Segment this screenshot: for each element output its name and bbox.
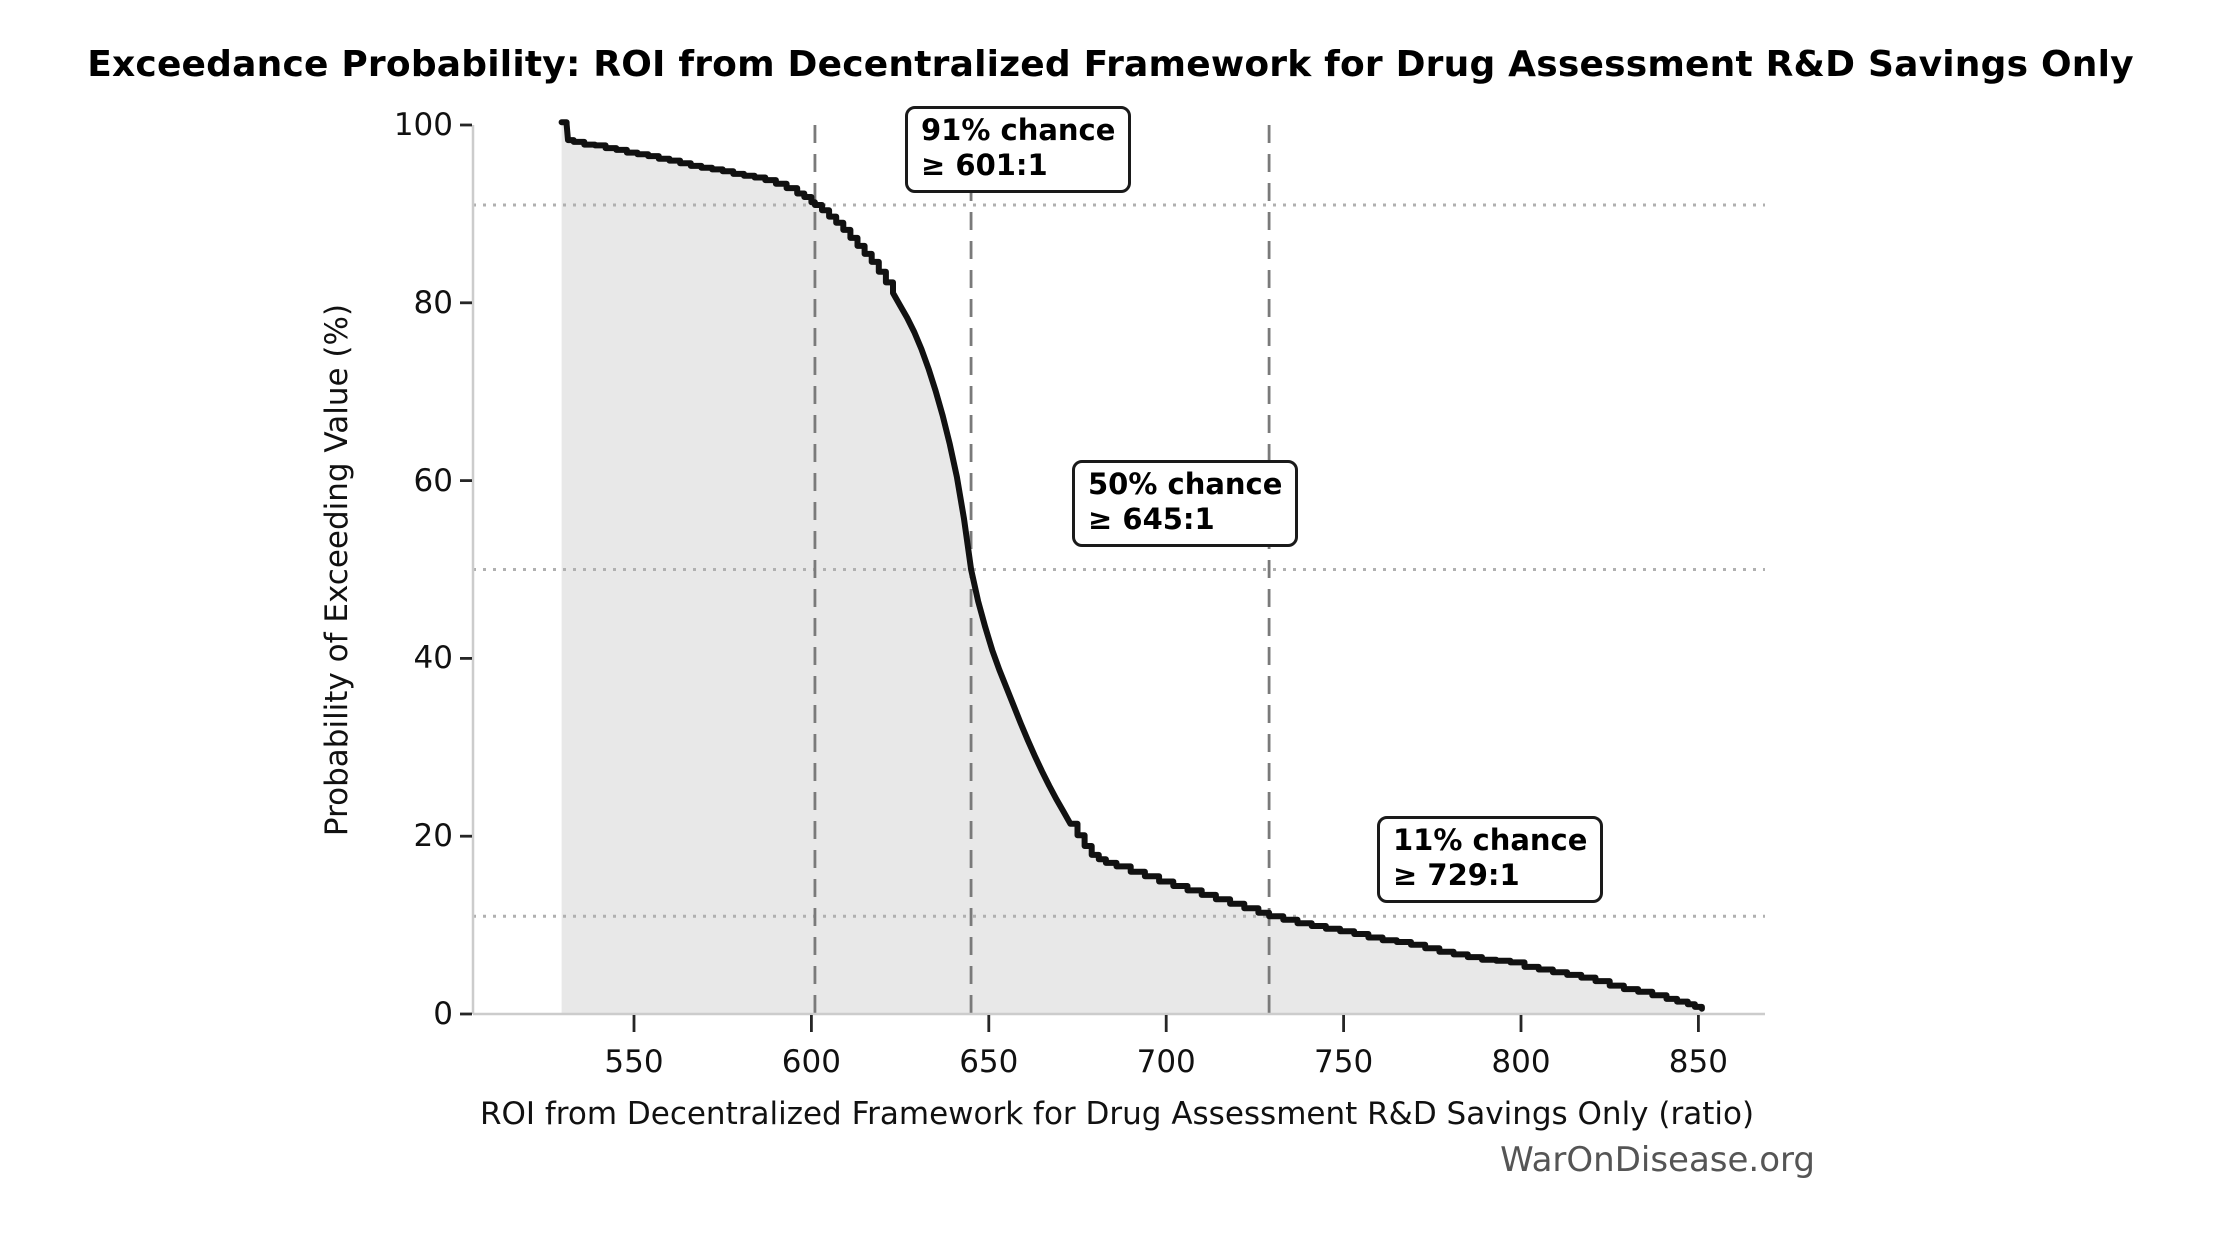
watermark: WarOnDisease.org [1500,1140,1815,1180]
annotation-11-percent-chance: 11% chance ≥ 729:1 [1377,816,1604,903]
y-tick-label: 40 [413,640,453,677]
annotation-line1: 11% chance [1393,823,1588,857]
x-tick-label: 750 [1314,1044,1374,1080]
y-axis-label: Probability of Exceeding Value (%) [319,303,355,837]
x-tick-label: 800 [1491,1044,1551,1080]
y-tick-label: 100 [393,107,453,143]
chart-title: Exceedance Probability: ROI from Decentr… [87,44,2134,85]
x-tick-label: 650 [959,1044,1019,1080]
y-tick-label: 0 [433,996,453,1032]
y-tick-label: 60 [413,462,453,499]
y-tick-label: 80 [413,284,453,321]
x-axis-label: ROI from Decentralized Framework for Dru… [479,1096,1755,1132]
annotation-91-percent-chance: 91% chance ≥ 601:1 [905,106,1132,193]
annotation-line2: ≥ 645:1 [1088,502,1215,537]
annotation-line1: 91% chance [921,113,1116,147]
x-tick-label: 550 [604,1044,664,1080]
exceedance-curve [558,119,1705,1012]
x-tick-label: 850 [1668,1044,1728,1080]
area-fill [561,122,1702,1015]
x-tick-label: 700 [1136,1044,1196,1080]
y-tick-label: 20 [413,818,453,855]
x-tick-label: 600 [781,1044,841,1080]
annotation-line2: ≥ 601:1 [921,148,1048,183]
annotation-line1: 50% chance [1088,467,1283,501]
annotation-50-percent-chance: 50% chance ≥ 645:1 [1072,460,1299,547]
annotation-line2: ≥ 729:1 [1393,858,1520,893]
